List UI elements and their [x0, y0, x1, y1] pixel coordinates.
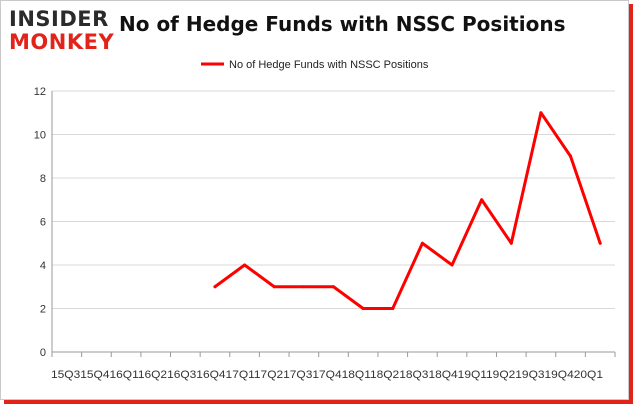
series-line — [213, 111, 602, 310]
y-tick-label: 12 — [34, 86, 46, 98]
x-axis-tick-labels: 15Q315Q416Q116Q216Q316Q417Q117Q217Q317Q4… — [51, 369, 603, 381]
chart-title: No of Hedge Funds with NSSC Positions — [119, 12, 566, 36]
y-tick-label: 4 — [40, 260, 46, 272]
insider-monkey-logo: INSIDER MONKEY — [9, 7, 115, 54]
data-point — [391, 307, 395, 310]
data-point — [598, 241, 602, 245]
y-axis-tick-labels: 0 2 4 6 8 10 12 — [34, 86, 46, 359]
chart-frame: INSIDER MONKEY No of Hedge Funds with NS… — [0, 0, 629, 400]
legend-label: No of Hedge Funds with NSSC Positions — [229, 59, 429, 71]
y-tick-label: 8 — [40, 173, 46, 185]
data-point — [243, 263, 247, 267]
data-point — [569, 154, 573, 158]
logo-text-insider: INSIDER — [9, 7, 109, 31]
y-tick-label: 10 — [34, 130, 46, 142]
data-point — [509, 241, 513, 245]
logo-text-monkey: MONKEY — [9, 30, 115, 54]
data-point — [539, 111, 543, 115]
data-point — [480, 198, 484, 202]
grid-lines — [52, 90, 615, 309]
y-tick-label: 2 — [40, 304, 46, 316]
y-tick-label: 6 — [40, 217, 46, 229]
series-layer — [213, 111, 602, 310]
data-point — [332, 285, 335, 289]
data-point — [420, 241, 424, 245]
data-point — [302, 285, 306, 289]
data-point — [272, 285, 276, 289]
y-tick-label: 0 — [40, 347, 46, 359]
legend: No of Hedge Funds with NSSC Positions — [201, 59, 429, 71]
data-point — [361, 307, 365, 310]
data-point — [450, 263, 454, 267]
data-point — [213, 285, 217, 289]
axes — [51, 91, 616, 357]
